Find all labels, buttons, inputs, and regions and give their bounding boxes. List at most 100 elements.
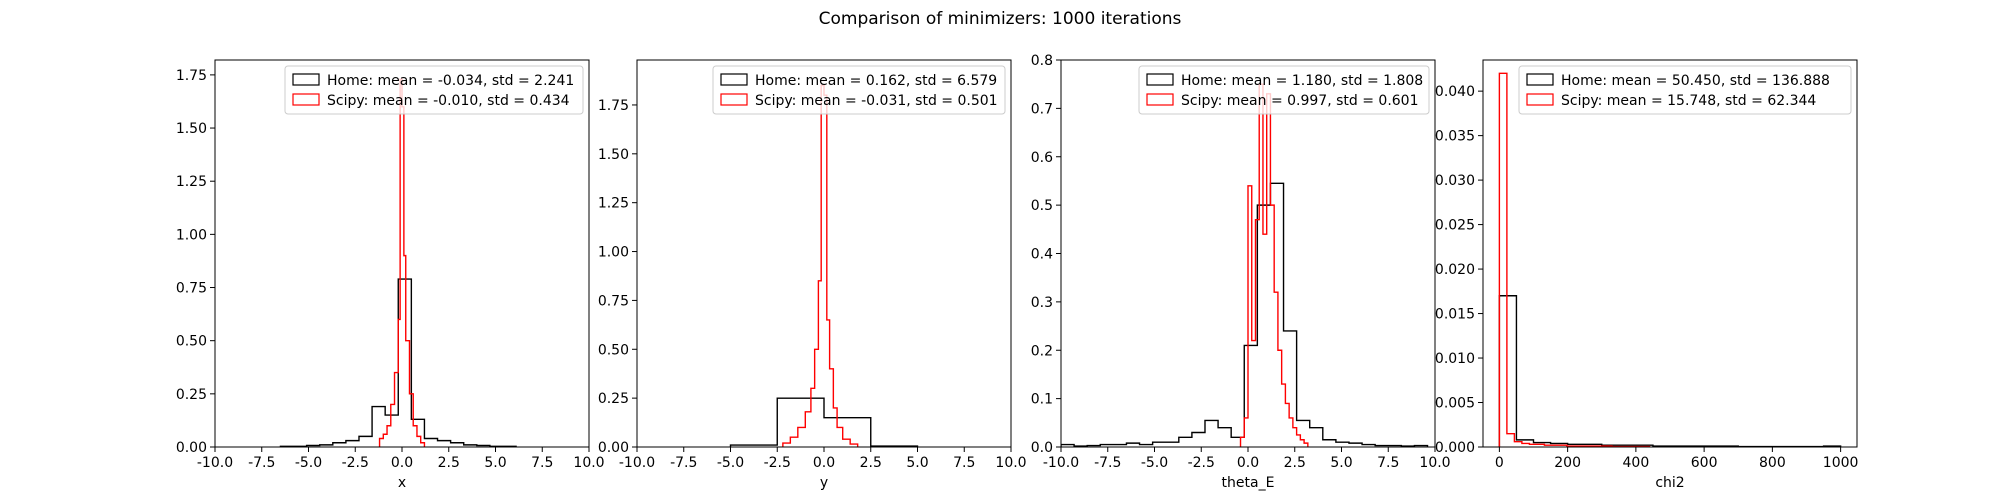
y-tick-label: 0.1 <box>1031 392 1053 408</box>
y-tick-label: 1.50 <box>598 147 629 163</box>
x-tick-label: 0.0 <box>813 455 835 471</box>
legend: Home: mean = 0.162, std = 6.579 Scipy: me… <box>712 65 1006 115</box>
scipy-histogram-step <box>1239 83 1309 447</box>
y-tick-label: 0.025 <box>1435 218 1475 234</box>
legend: Home: mean = 1.180, std = 1.808 Scipy: me… <box>1138 65 1430 115</box>
subplot-4: 0 200 400 600 800 1000 0.000 0.005 0.010 0.015 0.0… <box>1435 59 1859 491</box>
scipy-legend-swatch <box>1526 93 1554 106</box>
legend-box <box>284 65 584 115</box>
y-tick-label: 0.035 <box>1435 129 1475 145</box>
x-tick-label: 10.0 <box>573 455 604 471</box>
y-tick-label: 0.7 <box>1031 101 1053 117</box>
legend-box <box>1518 65 1852 115</box>
home-legend-swatch <box>1526 73 1554 86</box>
y-tick-label: 0.00 <box>176 440 207 456</box>
x-tick-label: -2.5 <box>342 455 369 471</box>
x-tick-label: -10.0 <box>619 455 655 471</box>
x-tick-label: -10.0 <box>1043 455 1079 471</box>
x-tick-label: 800 <box>1759 455 1786 471</box>
x-tick-label: 0.0 <box>1237 455 1259 471</box>
y-tick-label: 1.25 <box>176 174 207 190</box>
y-tick-label: 0.015 <box>1435 307 1475 323</box>
subplot-grid: -10.0 -7.5 -5.0 -2.5 0.0 2.5 5.0 7.5 10.00.000.2… <box>176 53 1859 491</box>
x-tick-label: 1000 <box>1823 455 1859 471</box>
legend: Home: mean = 50.450, std = 136.888 Scipy:… <box>1518 65 1852 115</box>
axes-frame <box>1482 59 1858 448</box>
x-tick-label: -5.0 <box>1141 455 1168 471</box>
x-tick-label: 5.0 <box>906 455 928 471</box>
y-tick-label: 1.25 <box>598 196 629 212</box>
subplot-1: -10.0 -7.5 -5.0 -2.5 0.0 2.5 5.0 7.5 10.0 0.00 0.2… <box>176 59 605 491</box>
home-legend-label: Home: mean = -0.034, std = 2.241 <box>327 73 574 89</box>
y-tick-label: 0.25 <box>176 387 207 403</box>
figure-title: Comparison of minimizers: 1000 iteration… <box>819 9 1182 29</box>
x-tick-label: -5.0 <box>717 455 744 471</box>
home-legend-label: Home: mean = 1.180, std = 1.808 <box>1181 73 1423 89</box>
scipy-legend-swatch <box>1146 93 1174 106</box>
x-tick-label: -10.0 <box>197 455 233 471</box>
home-legend-swatch <box>292 73 320 86</box>
x-axis-label: y <box>820 475 828 491</box>
y-tick-label: 0.75 <box>598 293 629 309</box>
scipy-legend-label: Scipy: mean = -0.010, std = 0.434 <box>327 93 570 109</box>
home-histogram-step <box>1061 182 1429 447</box>
x-tick-label: -7.5 <box>1094 455 1121 471</box>
x-tick-label: 400 <box>1623 455 1650 471</box>
home-histogram-step <box>729 397 919 447</box>
y-tick-label: 0.000 <box>1435 440 1475 456</box>
legend-box <box>1138 65 1430 115</box>
x-axis-label: chi2 <box>1655 475 1684 491</box>
home-legend-swatch <box>720 73 748 86</box>
y-tick-label: 0.4 <box>1031 247 1053 263</box>
y-tick-label: 1.00 <box>598 245 629 261</box>
x-tick-label: 10.0 <box>1419 455 1450 471</box>
x-tick-label: 5.0 <box>484 455 506 471</box>
x-axis-label: x <box>398 475 406 491</box>
y-tick-label: 0.2 <box>1031 343 1053 359</box>
legend: Home: mean = -0.034, std = 2.241 Scipy: m… <box>284 65 584 115</box>
x-tick-label: 600 <box>1691 455 1718 471</box>
y-tick-label: 0.005 <box>1435 396 1475 412</box>
scipy-legend-label: Scipy: mean = -0.031, std = 0.501 <box>755 93 998 109</box>
subplot-3: -10.0 -7.5 -5.0 -2.5 0.0 2.5 5.0 7.5 10.0 0.0 0.1 0… <box>1031 53 1451 491</box>
scipy-legend-swatch <box>292 93 320 106</box>
scipy-legend-label: Scipy: mean = 0.997, std = 0.601 <box>1181 93 1419 109</box>
x-tick-label: 7.5 <box>953 455 975 471</box>
home-legend-label: Home: mean = 0.162, std = 6.579 <box>755 73 997 89</box>
y-tick-label: 0.00 <box>598 440 629 456</box>
x-tick-label: 2.5 <box>860 455 882 471</box>
y-tick-label: 0.0 <box>1031 440 1053 456</box>
y-tick-label: 0.8 <box>1031 53 1053 69</box>
x-tick-label: -7.5 <box>670 455 697 471</box>
home-legend-swatch <box>1146 73 1174 86</box>
y-tick-label: 0.5 <box>1031 198 1053 214</box>
x-axis-label: theta_E <box>1222 475 1275 491</box>
y-tick-label: 0.020 <box>1435 262 1475 278</box>
x-tick-label: -7.5 <box>248 455 275 471</box>
y-tick-label: 1.00 <box>176 227 207 243</box>
scipy-legend-swatch <box>720 93 748 106</box>
y-tick-label: 1.75 <box>598 98 629 114</box>
y-tick-label: 0.3 <box>1031 295 1053 311</box>
x-tick-label: 2.5 <box>438 455 460 471</box>
x-tick-label: -5.0 <box>295 455 322 471</box>
x-tick-label: -2.5 <box>1188 455 1215 471</box>
home-legend-label: Home: mean = 50.450, std = 136.888 <box>1561 73 1830 89</box>
scipy-legend-label: Scipy: mean = 15.748, std = 62.344 <box>1561 93 1816 109</box>
x-tick-label: -2.5 <box>764 455 791 471</box>
y-tick-label: 0.040 <box>1435 84 1475 100</box>
y-tick-label: 0.50 <box>598 342 629 358</box>
y-tick-label: 1.75 <box>176 68 207 84</box>
x-tick-label: 2.5 <box>1284 455 1306 471</box>
x-tick-label: 10.0 <box>995 455 1026 471</box>
y-tick-label: 0.6 <box>1031 150 1053 166</box>
y-tick-label: 0.50 <box>176 334 207 350</box>
x-tick-label: 7.5 <box>1377 455 1399 471</box>
x-tick-label: 200 <box>1554 455 1581 471</box>
y-tick-label: 0.030 <box>1435 173 1475 189</box>
subplot-2: -10.0 -7.5 -5.0 -2.5 0.0 2.5 5.0 7.5 10.0 0.00 0.2… <box>598 59 1027 491</box>
y-tick-label: 0.010 <box>1435 351 1475 367</box>
x-tick-label: 7.5 <box>531 455 553 471</box>
y-tick-label: 1.50 <box>176 121 207 137</box>
y-tick-label: 0.25 <box>598 391 629 407</box>
